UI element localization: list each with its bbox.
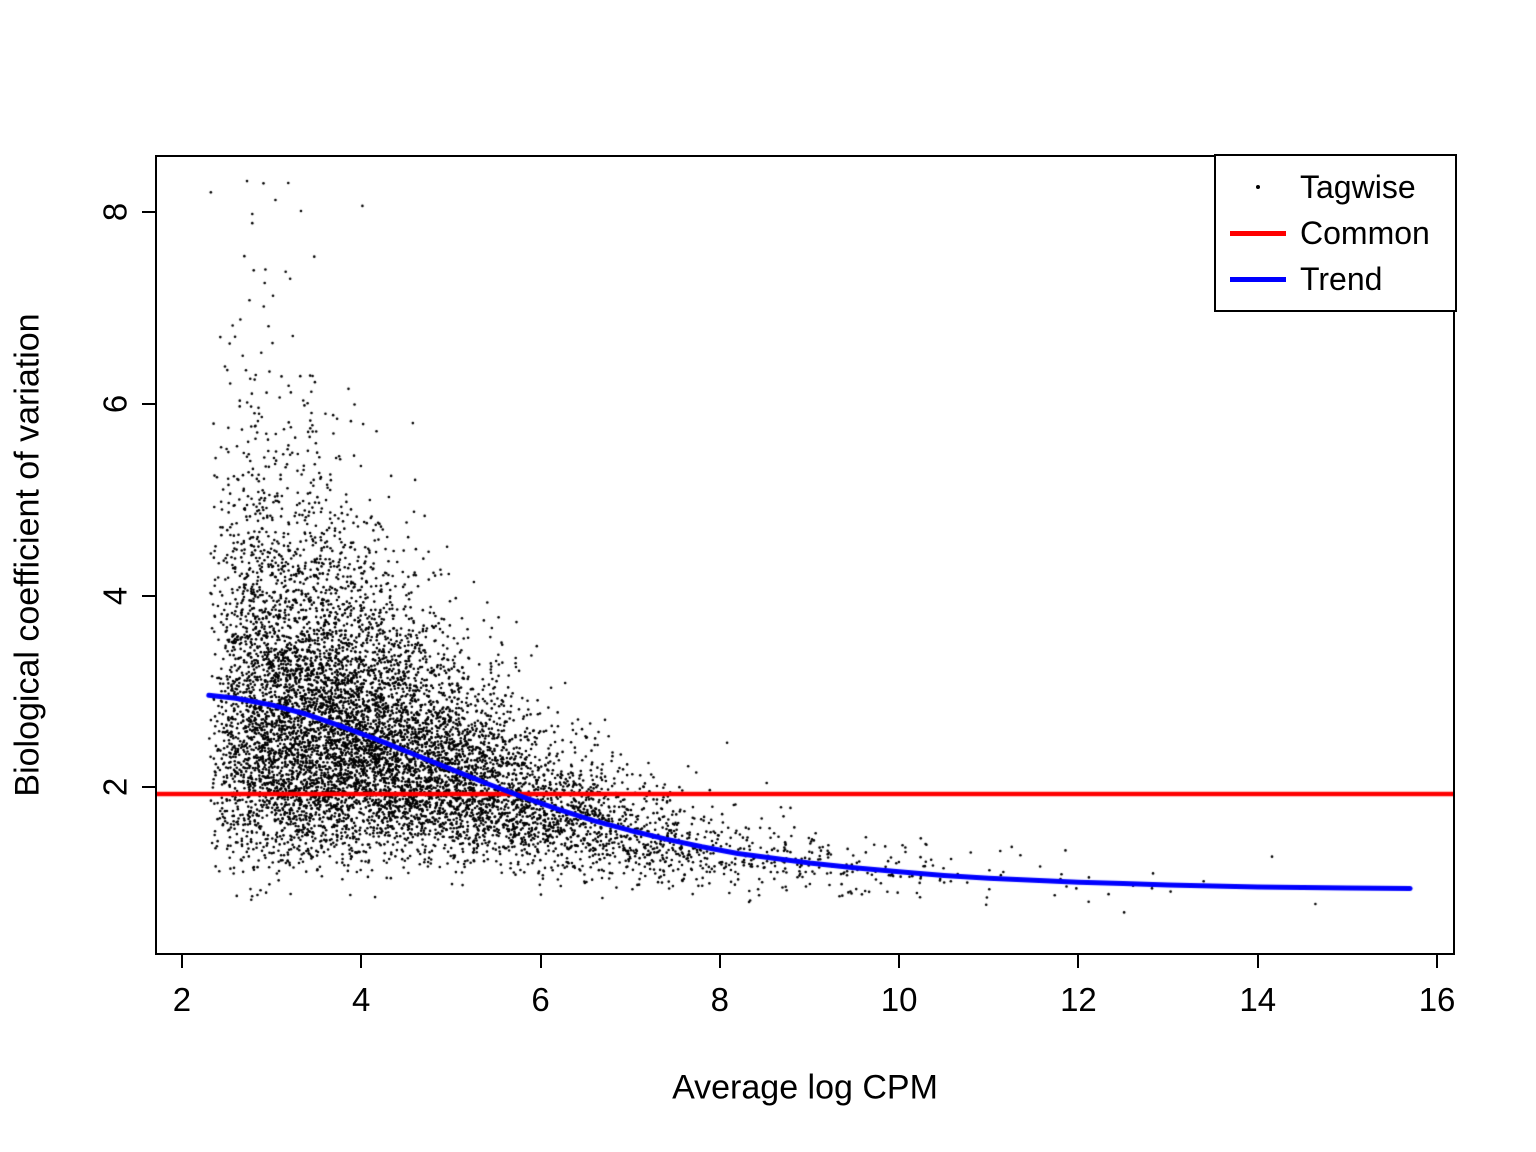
tagwise-point-icon	[1216, 185, 1300, 189]
y-tick-label: 6	[96, 394, 134, 414]
x-tick-mark	[1256, 955, 1259, 968]
x-tick-mark	[360, 955, 363, 968]
x-tick-label: 8	[710, 981, 729, 1018]
common-line-icon	[1216, 230, 1300, 236]
x-tick-mark	[1436, 955, 1439, 968]
x-tick-label: 10	[880, 981, 918, 1018]
legend: Tagwise Common Trend	[1214, 154, 1457, 312]
legend-label-trend: Trend	[1300, 261, 1383, 297]
x-tick-label: 16	[1418, 981, 1456, 1018]
x-tick-label: 14	[1239, 981, 1277, 1018]
legend-label-tagwise: Tagwise	[1300, 169, 1416, 205]
x-tick-label: 12	[1060, 981, 1097, 1018]
x-tick-mark	[1077, 955, 1080, 968]
y-tick-mark	[142, 786, 155, 789]
legend-label-common: Common	[1300, 215, 1430, 251]
x-tick-label: 6	[531, 981, 550, 1018]
x-tick-label: 4	[352, 981, 371, 1018]
y-tick-label: 8	[96, 203, 134, 222]
x-axis-label: Average log CPM	[672, 1068, 938, 1107]
y-tick-label: 2	[96, 778, 134, 797]
trend-line-icon	[1216, 276, 1300, 282]
x-tick-mark	[718, 955, 721, 968]
y-tick-mark	[142, 403, 155, 406]
x-tick-mark	[180, 955, 183, 968]
legend-entry-common: Common	[1216, 213, 1455, 253]
x-tick-label: 2	[172, 981, 192, 1018]
y-tick-mark	[142, 594, 155, 597]
y-axis-label: Biological coefficient of variation	[8, 313, 47, 797]
x-tick-mark	[539, 955, 542, 968]
y-tick-label: 4	[96, 586, 134, 605]
y-tick-mark	[142, 211, 155, 214]
x-tick-mark	[898, 955, 901, 968]
legend-entry-trend: Trend	[1216, 259, 1455, 299]
legend-entry-tagwise: Tagwise	[1216, 167, 1455, 207]
